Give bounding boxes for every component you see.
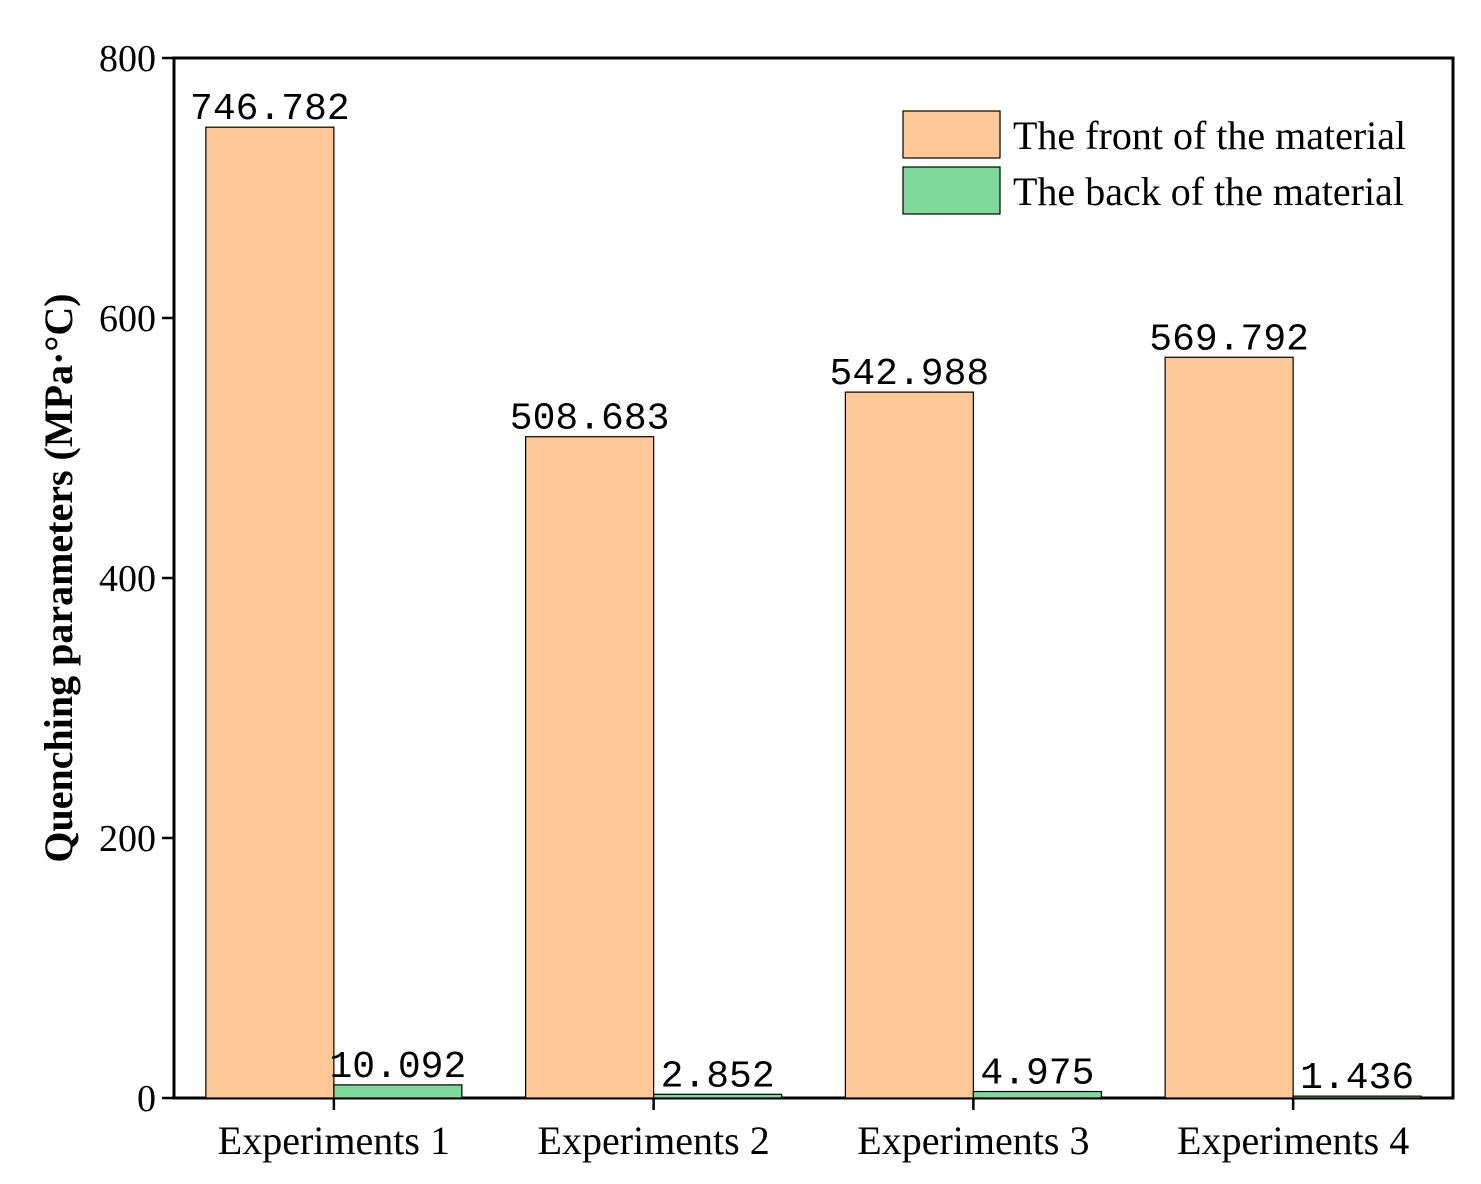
legend: The front of the material The back of th… (902, 110, 1406, 215)
bar-back (653, 1093, 783, 1099)
y-tick-label: 800 (99, 38, 156, 80)
y-tick-label: 0 (137, 1078, 156, 1120)
legend-label-front: The front of the material (1013, 113, 1406, 158)
bars-group (205, 126, 1422, 1099)
bar-back (1292, 1095, 1422, 1099)
bar-front (1164, 356, 1294, 1099)
data-label: 746.782 (190, 88, 350, 131)
bar-front (205, 126, 335, 1099)
data-label: 569.792 (1149, 318, 1309, 361)
data-label: 10.092 (329, 1046, 466, 1089)
x-tick-label: Experiments 1 (218, 1118, 450, 1163)
data-label: 4.975 (980, 1053, 1094, 1096)
data-label: 508.683 (510, 398, 670, 441)
data-label: 2.852 (661, 1055, 775, 1098)
data-label: 1.436 (1300, 1057, 1414, 1100)
x-axis: Experiments 1 Experiments 2 Experiments 3 E… (218, 1098, 1409, 1163)
y-axis-label: Quenching parameters (MPa·°C) (36, 293, 81, 862)
x-tick-label: Experiments 3 (857, 1118, 1089, 1163)
legend-label-back: The back of the material (1013, 169, 1404, 214)
x-tick-label: Experiments 2 (538, 1118, 770, 1163)
y-tick-label: 400 (99, 558, 156, 600)
bar-back (972, 1090, 1102, 1099)
legend-swatch-front (902, 110, 1001, 159)
data-labels-group: 746.782 10.092 508.683 2.852 542.988 4.975 569… (190, 88, 1414, 1100)
data-label: 542.988 (830, 353, 990, 396)
legend-swatch-back (902, 166, 1001, 215)
bar-back (333, 1084, 463, 1099)
bar-front (844, 391, 974, 1099)
y-tick-label: 600 (99, 298, 156, 340)
y-axis: 0 200 400 600 800 (99, 38, 174, 1120)
y-tick-label: 200 (99, 818, 156, 860)
bar-front (525, 436, 655, 1099)
x-tick-label: Experiments 4 (1177, 1118, 1409, 1163)
